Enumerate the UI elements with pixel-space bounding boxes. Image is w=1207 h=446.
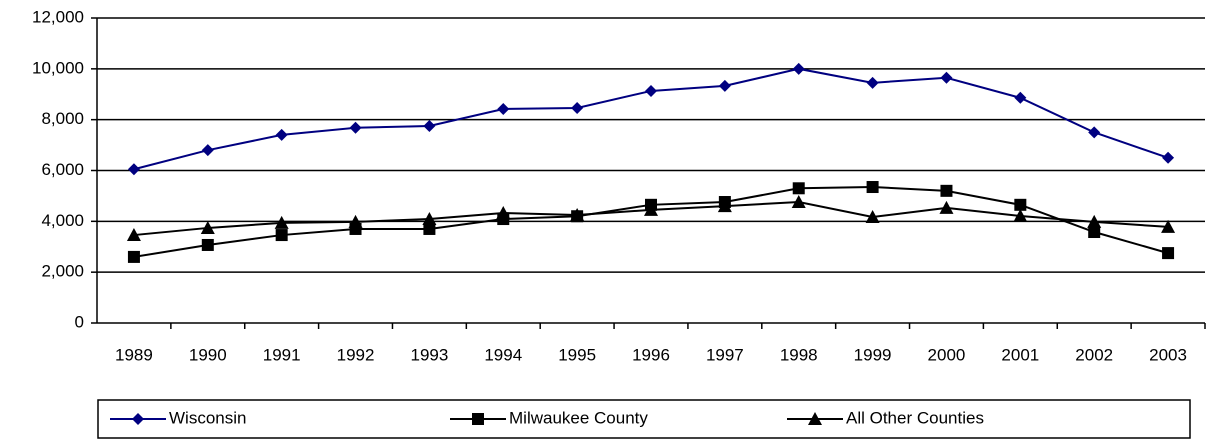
marker-diamond bbox=[132, 413, 144, 425]
marker-diamond bbox=[127, 163, 140, 176]
y-tick-label: 2,000 bbox=[41, 262, 84, 281]
marker-diamond bbox=[792, 62, 805, 75]
x-tick-label: 2000 bbox=[928, 345, 966, 364]
x-tick-label: 1999 bbox=[854, 345, 892, 364]
marker-diamond bbox=[571, 101, 584, 114]
legend-label: Wisconsin bbox=[169, 408, 246, 427]
marker-triangle bbox=[422, 212, 437, 226]
y-tick-label: 8,000 bbox=[41, 109, 84, 128]
marker-diamond bbox=[275, 128, 288, 141]
legend-label: Milwaukee County bbox=[509, 408, 648, 427]
marker-triangle bbox=[644, 202, 658, 216]
marker-triangle bbox=[496, 205, 511, 219]
marker-triangle bbox=[808, 412, 822, 425]
y-tick-label: 12,000 bbox=[32, 7, 84, 26]
x-tick-label: 1998 bbox=[780, 345, 818, 364]
marker-square bbox=[1088, 226, 1101, 239]
marker-diamond bbox=[201, 144, 214, 157]
legend-label: All Other Counties bbox=[846, 408, 984, 427]
marker-square bbox=[866, 181, 879, 194]
y-tick-label: 0 bbox=[75, 312, 84, 331]
x-tick-label: 1993 bbox=[410, 345, 448, 364]
x-tick-label: 1996 bbox=[632, 345, 670, 364]
x-tick-label: 1989 bbox=[115, 345, 153, 364]
x-tick-label: 2001 bbox=[1001, 345, 1039, 364]
marker-triangle bbox=[1161, 219, 1176, 233]
x-tick-label: 1997 bbox=[706, 345, 744, 364]
x-tick-label: 1990 bbox=[189, 345, 227, 364]
marker-square bbox=[127, 250, 140, 263]
x-tick-label: 2002 bbox=[1075, 345, 1113, 364]
x-tick-label: 2003 bbox=[1149, 345, 1187, 364]
x-tick-label: 1995 bbox=[558, 345, 596, 364]
marker-triangle bbox=[1087, 214, 1102, 228]
marker-triangle bbox=[939, 200, 954, 214]
y-tick-label: 6,000 bbox=[41, 160, 84, 179]
legend: Wisconsin Milwaukee County All Other Count… bbox=[97, 399, 1191, 439]
x-tick-label: 1991 bbox=[263, 345, 301, 364]
marker-triangle bbox=[865, 210, 880, 224]
marker-triangle bbox=[791, 195, 806, 209]
marker-square bbox=[423, 222, 436, 235]
marker-diamond bbox=[1088, 126, 1101, 139]
marker-diamond bbox=[1014, 91, 1027, 104]
marker-square bbox=[1162, 247, 1175, 260]
marker-square bbox=[792, 182, 805, 195]
marker-diamond bbox=[1162, 151, 1175, 164]
marker-triangle bbox=[200, 220, 215, 234]
marker-diamond bbox=[645, 84, 657, 97]
marker-diamond bbox=[866, 76, 879, 89]
legend-box bbox=[97, 399, 1191, 439]
y-tick-label: 10,000 bbox=[32, 58, 84, 77]
marker-diamond bbox=[497, 102, 510, 115]
marker-triangle bbox=[274, 215, 289, 229]
marker-diamond bbox=[718, 79, 731, 92]
marker-triangle bbox=[717, 199, 732, 213]
marker-square bbox=[1014, 198, 1027, 211]
marker-diamond bbox=[423, 120, 436, 133]
marker-square bbox=[201, 238, 214, 251]
marker-square bbox=[275, 229, 288, 242]
x-tick-label: 1992 bbox=[337, 345, 375, 364]
marker-triangle bbox=[570, 207, 585, 221]
marker-diamond bbox=[940, 71, 953, 84]
marker-diamond bbox=[349, 121, 362, 134]
x-tick-label: 1994 bbox=[484, 345, 522, 364]
legend-items: Wisconsin Milwaukee County All Other Count… bbox=[110, 408, 984, 427]
marker-triangle bbox=[1013, 208, 1028, 222]
marker-square bbox=[472, 413, 484, 425]
marker-triangle bbox=[348, 214, 363, 228]
marker-square bbox=[940, 184, 953, 197]
y-tick-label: 4,000 bbox=[41, 211, 84, 230]
marker-triangle bbox=[126, 228, 141, 242]
